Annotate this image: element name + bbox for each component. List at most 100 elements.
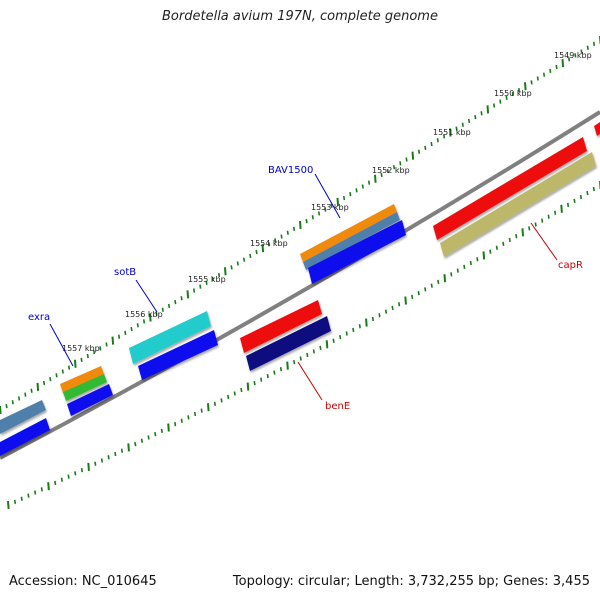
- tick-mark: [574, 53, 577, 58]
- tick-mark: [267, 242, 271, 247]
- capr-leader: [530, 222, 558, 261]
- tick-mark: [536, 76, 539, 81]
- tick-mark: [130, 326, 133, 332]
- kbp-label-1549: 1549 kbp: [554, 51, 592, 60]
- tick-mark: [352, 327, 355, 332]
- tick-mark: [47, 482, 50, 491]
- tick-mark: [227, 394, 230, 400]
- tick-mark: [167, 303, 171, 309]
- tick-mark: [260, 377, 263, 382]
- tick-mark: [199, 284, 202, 289]
- tick-mark: [305, 219, 308, 224]
- tick-mark: [292, 226, 296, 231]
- cds-khaki-capr: [440, 152, 596, 257]
- tick-mark: [120, 448, 124, 453]
- tick-mark: [94, 461, 97, 466]
- tick-mark: [240, 387, 243, 393]
- tick-mark: [140, 438, 144, 443]
- tick-mark: [40, 487, 43, 492]
- tick-mark: [192, 288, 196, 293]
- tick-mark: [299, 220, 302, 230]
- tick-mark: [349, 192, 352, 197]
- topology-text: Topology: circular; Length: 3,732,255 bp…: [232, 574, 590, 589]
- tick-mark: [467, 118, 471, 124]
- tick-mark: [319, 345, 322, 350]
- outer-tick-row: [0, 36, 600, 415]
- inner-tick-row: [7, 181, 600, 510]
- tick-mark: [233, 391, 236, 396]
- tick-mark: [505, 95, 508, 100]
- tick-mark: [167, 423, 170, 432]
- tick-mark: [474, 114, 477, 120]
- tick-mark: [30, 388, 33, 393]
- tick-mark: [554, 210, 557, 215]
- cds-blue-bav1500: [308, 220, 406, 284]
- tick-mark: [174, 299, 177, 305]
- tick-mark: [511, 91, 514, 97]
- tick-mark: [324, 207, 327, 212]
- tick-mark: [107, 455, 110, 460]
- tick-mark: [20, 496, 23, 501]
- tick-mark: [161, 307, 164, 312]
- tick-mark: [482, 251, 486, 260]
- tick-mark: [312, 349, 315, 354]
- tick-mark: [398, 302, 401, 307]
- tick-mark: [561, 59, 565, 68]
- tick-mark: [405, 157, 408, 162]
- tick-mark: [456, 268, 459, 273]
- exra-leader: [49, 323, 74, 367]
- tick-mark: [193, 411, 197, 417]
- tick-mark: [280, 234, 283, 239]
- tick-mark: [180, 418, 183, 423]
- tick-mark: [442, 134, 446, 139]
- tick-mark: [187, 415, 190, 420]
- tick-mark: [461, 122, 464, 127]
- accession-text: Accession: NC_010645: [9, 574, 157, 589]
- tick-mark: [404, 296, 407, 305]
- tick-mark: [417, 291, 420, 296]
- tick-mark: [55, 373, 58, 378]
- tick-mark: [253, 381, 256, 386]
- tick-mark: [236, 261, 239, 266]
- tick-mark: [134, 441, 137, 447]
- tick-mark: [80, 357, 83, 363]
- tick-mark: [528, 226, 531, 231]
- tick-mark: [443, 274, 447, 283]
- tick-mark: [160, 428, 163, 433]
- tick-mark: [246, 382, 250, 391]
- kbp-label-1553: 1553 kbp: [311, 203, 349, 212]
- tick-mark: [495, 245, 498, 250]
- tick-mark: [342, 195, 346, 201]
- kbp-label-1557: 1557 kbp: [62, 344, 100, 353]
- tick-mark: [207, 403, 210, 412]
- tick-mark: [384, 309, 388, 314]
- tick-mark: [155, 311, 158, 316]
- tick-mark: [380, 172, 383, 178]
- tick-mark: [508, 237, 511, 243]
- tick-mark: [80, 468, 84, 473]
- tick-mark: [61, 369, 64, 374]
- tick-mark: [530, 80, 533, 85]
- cds-blue-sotb: [138, 330, 218, 380]
- map-title: Bordetella avium 197N, complete genome: [162, 9, 438, 24]
- tick-mark: [499, 99, 502, 104]
- tick-mark: [345, 331, 348, 336]
- tick-mark: [586, 190, 589, 196]
- cds-cyan-sotb: [129, 311, 211, 364]
- tick-mark: [436, 138, 439, 143]
- tick-mark: [92, 350, 96, 355]
- tick-mark: [411, 151, 415, 160]
- tick-mark: [330, 203, 333, 208]
- tick-mark: [117, 334, 121, 339]
- tick-mark: [13, 499, 17, 505]
- tick-mark: [358, 324, 361, 329]
- tick-mark: [524, 82, 527, 91]
- kbp-label-1552: 1552 kbp: [372, 166, 410, 175]
- tick-mark: [293, 359, 296, 365]
- tick-mark: [450, 272, 453, 277]
- tick-mark: [124, 330, 127, 336]
- gene-label-capr: capR: [558, 260, 583, 271]
- cds-steel-bav1500: [303, 212, 400, 270]
- tick-mark: [36, 382, 40, 391]
